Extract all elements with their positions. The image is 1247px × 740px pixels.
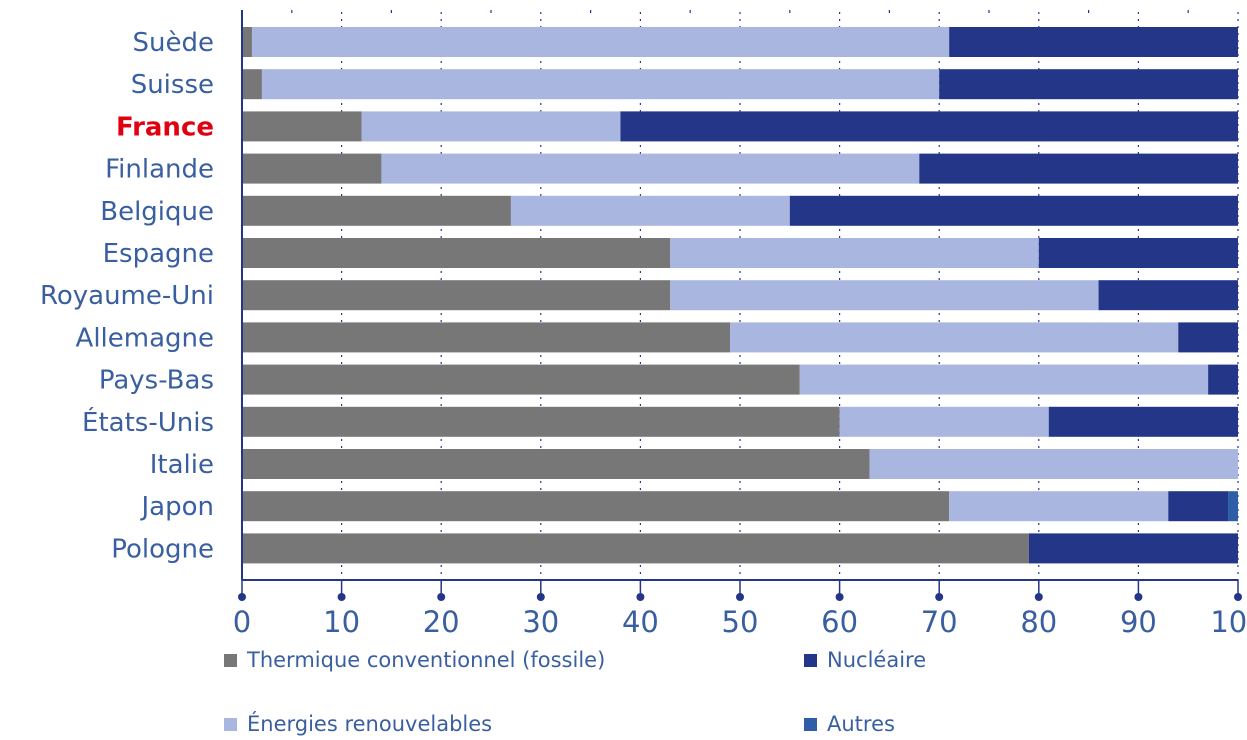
legend-label-fossil: Thermique conventionnel (fossile) (247, 648, 606, 672)
category-label: Suisse (131, 70, 214, 100)
x-tick-label: 30 (522, 605, 559, 639)
category-label: Japon (140, 492, 215, 522)
bar-su-de-series-0 (242, 27, 252, 57)
bar-allemagne-series-0 (242, 322, 731, 353)
bar-royaume-uni-series-1 (670, 280, 1099, 311)
category-label: Italie (150, 450, 214, 480)
legend-swatch-nuclear (804, 653, 817, 667)
category-label: Belgique (100, 197, 214, 227)
bar-belgique-series-0 (242, 195, 511, 226)
bar-allemagne-series-1 (730, 322, 1179, 353)
category-label: Suède (133, 28, 214, 58)
category-label: États-Unis (82, 406, 214, 438)
bar-suisse-series-1 (261, 69, 940, 100)
bar-su-de-series-1 (251, 27, 950, 57)
bar--tats-unis-series-2 (1048, 406, 1238, 437)
bar-finlande-series-0 (242, 153, 382, 184)
bar-japon-series-3 (1228, 491, 1238, 522)
legend-item-renewables: Énergies renouvelables (224, 712, 492, 736)
legend-swatch-fossil (224, 653, 237, 667)
legend-item-nuclear: Nucléaire (804, 648, 926, 672)
category-label: Royaume-Uni (40, 281, 214, 311)
bar-belgique-series-1 (510, 195, 790, 226)
bar-italie-series-1 (869, 449, 1238, 479)
bar-finlande-series-2 (919, 153, 1238, 184)
bar-pologne-series-2 (1028, 533, 1238, 564)
bar-france-series-0 (242, 111, 362, 142)
x-tick-label: 50 (722, 605, 759, 639)
bar-italie-series-0 (242, 449, 870, 479)
category-label: France (116, 112, 214, 142)
x-tick-label: 20 (423, 605, 460, 639)
bar-espagne-series-1 (670, 238, 1039, 268)
bar-pays-bas-series-0 (242, 364, 800, 395)
bar-espagne-series-0 (242, 238, 671, 268)
category-label: Allemagne (76, 323, 214, 353)
bar-finlande-series-1 (381, 153, 920, 184)
bar-pays-bas-series-1 (799, 364, 1209, 395)
x-tick-label: 10 (323, 605, 360, 639)
bar-pologne-series-0 (242, 533, 1029, 564)
legend-swatch-renewables (224, 717, 237, 731)
x-tick-label: 0 (233, 605, 251, 639)
bar-suisse-series-2 (939, 69, 1238, 100)
category-label: Finlande (105, 155, 214, 185)
bar-royaume-uni-series-2 (1098, 280, 1238, 311)
x-tick-label: 60 (821, 605, 858, 639)
legend-label-nuclear: Nucléaire (827, 648, 927, 672)
x-tick-label: 70 (921, 605, 958, 639)
bar-su-de-series-2 (949, 27, 1238, 57)
bar-royaume-uni-series-0 (242, 280, 671, 311)
legend-label-other: Autres (827, 712, 895, 736)
legend-item-fossil: Thermique conventionnel (fossile) (224, 648, 605, 672)
category-label: Pays-Bas (99, 366, 214, 396)
legend-item-other: Autres (804, 712, 895, 736)
x-tick-label: 90 (1120, 605, 1157, 639)
bar-pays-bas-series-2 (1208, 364, 1238, 395)
x-tick-label: 100 (1210, 605, 1247, 639)
category-label: Espagne (103, 239, 214, 269)
bar-france-series-1 (361, 111, 621, 142)
bar-suisse-series-0 (242, 69, 262, 100)
bar-japon-series-0 (242, 491, 950, 522)
bar--tats-unis-series-0 (242, 406, 840, 437)
bar-belgique-series-2 (789, 195, 1238, 226)
bar--tats-unis-series-1 (839, 406, 1049, 437)
bar-france-series-2 (620, 111, 1238, 142)
x-tick-label: 80 (1020, 605, 1057, 639)
bar-japon-series-2 (1168, 491, 1229, 522)
x-tick-label: 40 (622, 605, 659, 639)
legend-label-renewables: Énergies renouvelables (247, 712, 493, 736)
bar-allemagne-series-2 (1178, 322, 1238, 353)
category-label: Pologne (111, 534, 214, 564)
bar-espagne-series-2 (1038, 238, 1238, 268)
legend-swatch-other (804, 717, 817, 731)
bar-japon-series-1 (949, 491, 1169, 522)
